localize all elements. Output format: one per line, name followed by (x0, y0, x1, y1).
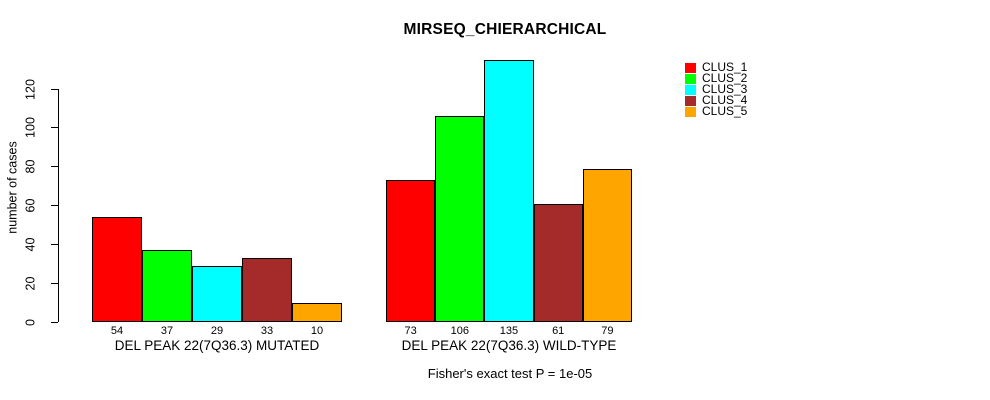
bar-value-label: 54 (110, 325, 124, 337)
bar-value-label: 106 (450, 325, 469, 337)
bar-clus_3-mutated (192, 265, 242, 322)
bar-value-label: 37 (160, 325, 174, 337)
y-axis-tick (51, 205, 58, 206)
bar-value-label: 61 (552, 325, 565, 337)
legend: CLUS_1 CLUS_2 CLUS_3 CLUS_4 CLUS_5 (685, 60, 748, 119)
bar-clus_4-wild-type (533, 203, 583, 322)
legend-swatch-icon (685, 62, 696, 73)
y-axis-tick-label: 0 (23, 318, 38, 326)
legend-label: CLUS_5 (702, 104, 748, 119)
y-axis-tick (51, 282, 58, 284)
y-axis-tick (51, 321, 58, 323)
y-axis-tick-label: 100 (23, 117, 38, 139)
bar-value-label: 79 (601, 325, 614, 337)
legend-swatch-icon (685, 106, 696, 117)
chart-title: MIRSEQ_CHIERARCHICAL (403, 21, 607, 38)
bar-clus_5-mutated (292, 302, 342, 322)
bar-value-label: 135 (499, 325, 519, 337)
legend-swatch-icon (685, 84, 696, 95)
bar-clus_2-mutated (142, 250, 192, 322)
y-axis-tick-label: 20 (23, 276, 38, 291)
y-axis-label: number of cases (5, 141, 20, 234)
y-axis-tick (51, 243, 58, 245)
bar-clus_1-wild-type (386, 180, 436, 322)
annotation-text: Fisher's exact test P = 1e-05 (427, 366, 593, 381)
y-axis-tick (51, 127, 58, 129)
bar-clus_4-mutated (242, 257, 292, 322)
legend-label: CLUS_3 (702, 82, 748, 97)
legend-label: CLUS_4 (702, 93, 748, 108)
legend-item-clus_3: CLUS_3 (685, 82, 748, 97)
legend-item-clus_2: CLUS_2 (685, 71, 748, 86)
bar-clus_3-wild-type (484, 59, 534, 322)
y-axis-tick-label: 40 (23, 237, 38, 252)
bar-clus_1-mutated (92, 217, 142, 322)
legend-label: CLUS_2 (702, 71, 748, 86)
x-group-label: DEL PEAK 22(7Q36.3) MUTATED (114, 338, 320, 353)
x-group-label: DEL PEAK 22(7Q36.3) WILD-TYPE (401, 338, 617, 353)
legend-item-clus_4: CLUS_4 (685, 93, 748, 108)
y-axis-tick (51, 88, 58, 90)
legend-item-clus_1: CLUS_1 (685, 60, 748, 75)
bar-clus_5-wild-type (582, 168, 632, 322)
y-axis-tick (51, 166, 58, 168)
bar-value-label: 73 (404, 325, 417, 337)
legend-item-clus_5: CLUS_5 (685, 104, 748, 119)
y-axis-line (58, 89, 59, 322)
bar-value-label: 33 (260, 325, 274, 337)
legend-swatch-icon (685, 73, 696, 84)
bar-value-label: 10 (310, 325, 324, 337)
legend-swatch-icon (685, 95, 696, 106)
legend-label: CLUS_1 (702, 60, 748, 75)
bar-clus_2-wild-type (435, 116, 485, 322)
y-axis-tick-label: 60 (23, 198, 38, 213)
bar-value-label: 29 (210, 325, 224, 337)
y-axis-tick-label: 80 (23, 159, 38, 174)
y-axis-tick-label: 120 (23, 78, 38, 100)
